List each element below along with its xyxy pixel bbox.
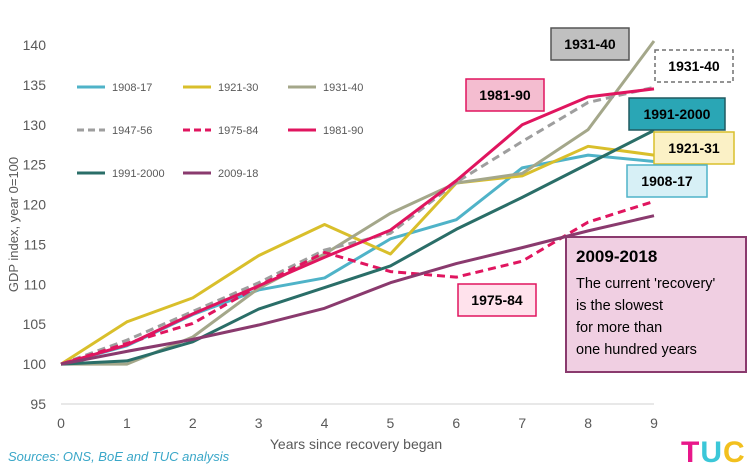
logo-letter-t: T	[681, 436, 701, 469]
annotation-box	[465, 78, 545, 112]
y-tick-label: 100	[23, 356, 47, 372]
series-line-2009-18	[60, 214, 655, 366]
legend-label: 2009-18	[218, 168, 258, 180]
x-tick-label: 6	[452, 415, 460, 431]
annotation-box	[654, 49, 734, 83]
y-tick-label: 105	[23, 316, 47, 332]
callout-line: one hundred years	[576, 342, 697, 358]
x-tick-label: 5	[387, 415, 395, 431]
y-tick-label: 130	[23, 117, 47, 133]
x-tick-label: 8	[584, 415, 592, 431]
annotation-label: 1981-90	[479, 87, 531, 103]
tuc-logo: TUC	[681, 436, 746, 470]
y-tick-label: 125	[23, 157, 47, 173]
callout-title: 2009-2018	[576, 247, 657, 266]
callout-box	[565, 236, 747, 373]
legend-label: 1931-40	[323, 82, 363, 94]
legend-label: 1947-56	[112, 125, 152, 137]
y-tick-label: 115	[24, 236, 47, 252]
x-tick-label: 0	[57, 415, 65, 431]
logo-letter-u: U	[700, 436, 723, 469]
annotation-label: 1975-84	[471, 292, 523, 308]
logo-letter-c: C	[723, 436, 746, 469]
y-tick-label: 120	[23, 197, 47, 213]
annotation-label: 1991-2000	[644, 106, 711, 122]
series-line-1981-90	[60, 87, 655, 366]
x-tick-label: 2	[189, 415, 197, 431]
annotation-box	[653, 131, 735, 165]
x-axis-title: Years since recovery began	[270, 436, 442, 452]
annotation-box	[626, 164, 708, 198]
annotation-label: 1931-40	[668, 58, 720, 74]
annotation-label: 1921-31	[668, 140, 720, 156]
y-tick-label: 135	[23, 77, 47, 93]
legend-label: 1981-90	[323, 125, 363, 137]
x-tick-label: 9	[650, 415, 658, 431]
x-tick-label: 4	[321, 415, 329, 431]
callout-line: is the slowest	[576, 298, 663, 314]
callout-line: The current 'recovery'	[576, 276, 716, 292]
series-line-1947-56	[60, 85, 655, 366]
series-line-1921-30	[60, 144, 655, 366]
callout-line: for more than	[576, 320, 662, 336]
x-tick-label: 1	[123, 415, 131, 431]
source-note: Sources: ONS, BoE and TUC analysis	[8, 449, 230, 464]
legend-label: 1975-84	[218, 125, 258, 137]
y-tick-label: 140	[23, 37, 47, 53]
x-tick-label: 7	[518, 415, 526, 431]
legend-label: 1991-2000	[112, 168, 165, 180]
legend-label: 1908-17	[112, 82, 152, 94]
x-tick-label: 3	[255, 415, 263, 431]
series-line-1991-2000	[60, 129, 655, 366]
annotation-label: 1931-40	[564, 36, 616, 52]
y-tick-label: 110	[24, 276, 47, 292]
y-tick-label: 95	[30, 396, 46, 412]
annotation-box	[628, 97, 726, 131]
annotation-box	[457, 283, 537, 317]
annotation-label: 1908-17	[641, 173, 693, 189]
y-axis-title: GDP index, year 0=100	[6, 157, 21, 292]
legend-label: 1921-30	[218, 82, 258, 94]
annotation-box	[550, 27, 630, 61]
